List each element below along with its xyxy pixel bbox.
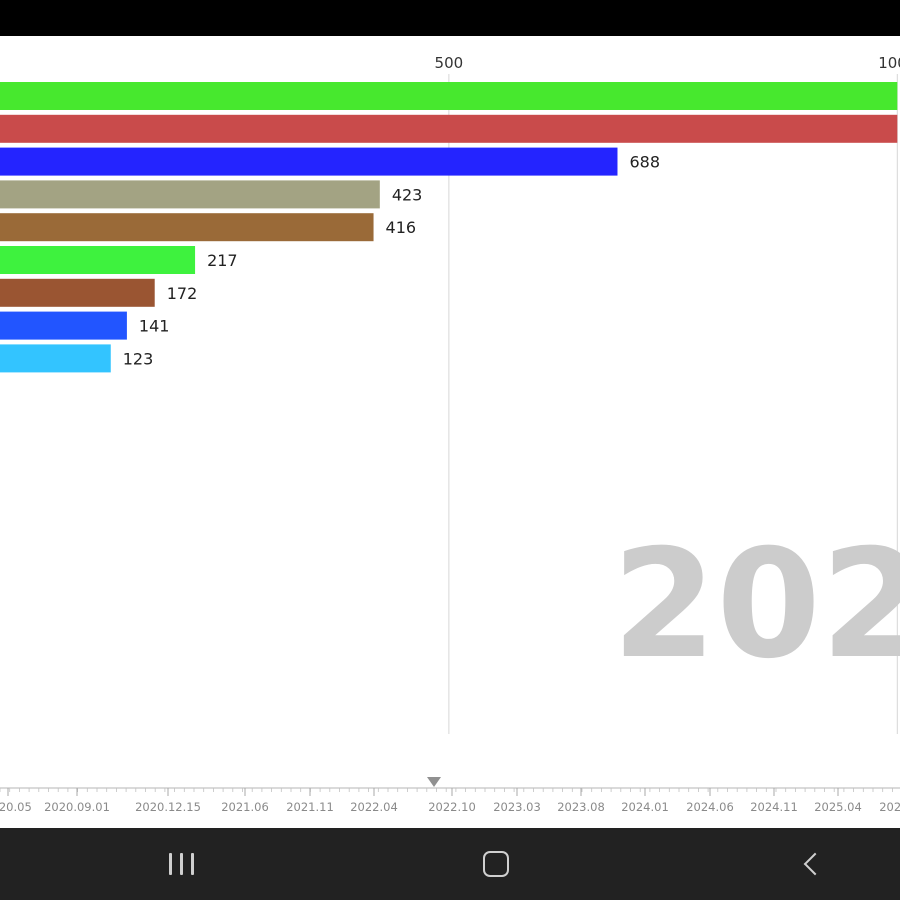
timeline-label: 2020.05: [0, 800, 32, 814]
bar-6: [0, 278, 155, 307]
bars: 688 423 416 217 172 141 123: [0, 82, 898, 373]
bar-7: [0, 311, 127, 340]
bar-value-label: 688: [629, 153, 660, 172]
home-button[interactable]: [466, 842, 526, 886]
home-icon: [483, 851, 509, 877]
timeline-label: 2024.01: [621, 800, 669, 814]
timeline-label: 2020.09.01: [44, 800, 110, 814]
chart-canvas: 2022 688 423 416 217 172 141 123 500 1000 2020.…: [0, 54, 900, 814]
bar-1: [0, 114, 898, 143]
timeline-label: 2024.11: [750, 800, 798, 814]
bar-value-label: 141: [139, 317, 170, 336]
back-button[interactable]: [781, 842, 841, 886]
timeline-label: 2020.12.15: [135, 800, 201, 814]
timeline-label: 2022.10: [428, 800, 476, 814]
bar-chart-race: 2022 688 423 416 217 172 141 123 500 1000 2020.…: [0, 36, 900, 828]
android-navigation-bar: [0, 828, 900, 900]
back-icon: [803, 852, 827, 876]
timeline-slider[interactable]: 2020.05 2020.09.01 2020.12.15 2021.06 2021.1…: [0, 777, 900, 814]
bar-value-label: 416: [386, 218, 417, 237]
bar-5: [0, 246, 196, 274]
timeline-label: 2023.08: [557, 800, 605, 814]
x-axis-ticks: 500 1000: [435, 54, 900, 72]
x-tick-label: 500: [435, 54, 464, 72]
top-black-bar: [0, 0, 900, 36]
bar-value-label: 172: [167, 284, 198, 303]
bar-8: [0, 344, 111, 373]
bar-value-label: 217: [207, 251, 238, 270]
bar-4: [0, 213, 374, 242]
timeline-label: 2022.04: [350, 800, 398, 814]
timeline-label: 2021.06: [221, 800, 269, 814]
year-label: 2022: [612, 518, 900, 692]
timeline-playhead-icon[interactable]: [427, 777, 441, 787]
bar-2: [0, 147, 618, 176]
bar-0: [0, 82, 898, 110]
timeline-label: 2025.09: [879, 800, 900, 814]
recents-icon: [168, 853, 194, 875]
timeline-label: 2023.03: [493, 800, 541, 814]
timeline-label: 2025.04: [814, 800, 862, 814]
gridlines: [448, 74, 898, 734]
year-watermark: 2022: [612, 518, 900, 692]
bar-value-label: 423: [392, 185, 423, 204]
x-tick-label: 1000: [878, 54, 900, 72]
timeline-label: 2024.06: [686, 800, 734, 814]
recents-button[interactable]: [151, 842, 211, 886]
bar-3: [0, 180, 380, 209]
timeline-label: 2021.11: [286, 800, 334, 814]
bar-value-label: 123: [123, 349, 154, 368]
